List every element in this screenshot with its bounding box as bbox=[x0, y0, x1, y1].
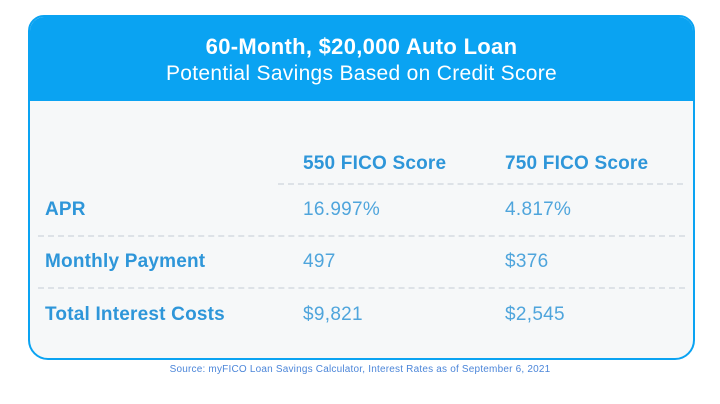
monthly-payment-750-value: $376 bbox=[505, 251, 549, 272]
row-label-apr: APR bbox=[45, 199, 86, 220]
monthly-payment-550-value: 497 bbox=[303, 251, 336, 272]
row-label-total-interest: Total Interest Costs bbox=[45, 304, 225, 325]
source-note: Source: myFICO Loan Savings Calculator, … bbox=[169, 364, 551, 375]
table-row-apr: APR 16.997% 4.817% bbox=[38, 185, 685, 237]
table-row-monthly-payment: Monthly Payment 497 $376 bbox=[38, 237, 685, 289]
card-title: 60-Month, $20,000 Auto Loan bbox=[205, 33, 518, 59]
table-row-total-interest: Total Interest Costs $9,821 $2,545 bbox=[38, 289, 685, 341]
total-interest-550-value: $9,821 bbox=[303, 304, 363, 325]
column-header-550-fico: 550 FICO Score bbox=[303, 153, 447, 174]
apr-550-value: 16.997% bbox=[303, 199, 381, 220]
card-subtitle: Potential Savings Based on Credit Score bbox=[165, 62, 558, 86]
row-label-monthly-payment: Monthly Payment bbox=[45, 251, 206, 272]
card-header: 60-Month, $20,000 Auto Loan Potential Sa… bbox=[30, 17, 693, 101]
column-header-750-fico: 750 FICO Score bbox=[505, 153, 649, 174]
table-header-row: 550 FICO Score 750 FICO Score bbox=[38, 101, 685, 185]
total-interest-750-value: $2,545 bbox=[505, 304, 565, 325]
apr-750-value: 4.817% bbox=[505, 199, 572, 220]
loan-card: 60-Month, $20,000 Auto Loan Potential Sa… bbox=[28, 15, 695, 360]
comparison-table: 550 FICO Score 750 FICO Score APR 16.997… bbox=[30, 101, 693, 341]
